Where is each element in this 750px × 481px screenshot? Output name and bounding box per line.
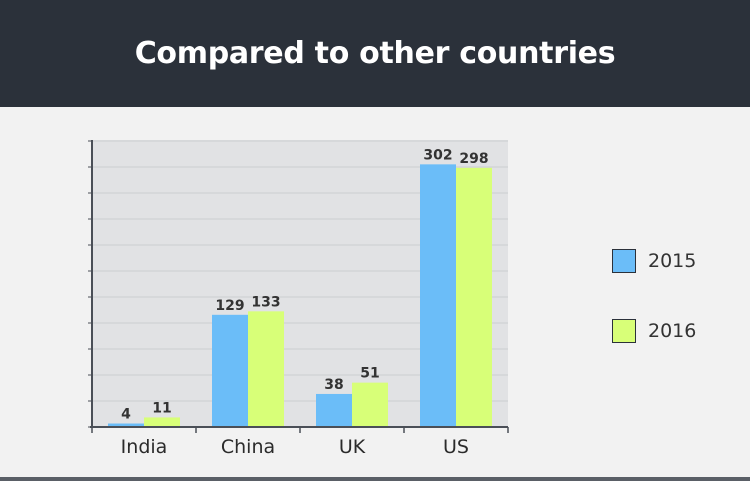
data-label-us-2015: 302 bbox=[423, 147, 452, 163]
chart-area: 4 11 129 133 38 51 302 298 India China UK US 2015 2… bbox=[0, 107, 750, 479]
bar-india-2016 bbox=[144, 417, 180, 427]
bar-us-2015 bbox=[420, 164, 456, 428]
bottom-border bbox=[0, 477, 750, 481]
bar-china-2016 bbox=[248, 311, 284, 427]
legend-swatch-2016 bbox=[612, 319, 636, 343]
bar-uk-2015 bbox=[316, 393, 352, 427]
data-label-uk-2015: 38 bbox=[324, 377, 343, 393]
data-label-india-2015: 4 bbox=[121, 407, 131, 423]
bar-uk-2016 bbox=[352, 382, 388, 427]
legend-label-2016: 2016 bbox=[648, 320, 697, 342]
x-tick-label-us: US bbox=[443, 436, 469, 458]
bar-us-2016 bbox=[456, 167, 492, 427]
data-label-china-2015: 129 bbox=[215, 298, 244, 314]
header-bar: Compared to other countries bbox=[0, 0, 750, 107]
x-tick-label-china: China bbox=[221, 436, 275, 458]
chart-title: Compared to other countries bbox=[134, 36, 616, 71]
legend-label-2015: 2015 bbox=[648, 250, 697, 272]
data-label-uk-2016: 51 bbox=[360, 366, 379, 382]
legend-item-2015: 2015 bbox=[612, 245, 696, 277]
legend: 2015 2016 bbox=[612, 245, 696, 385]
bar-chart: 4 11 129 133 38 51 302 298 India China UK US bbox=[88, 140, 509, 458]
bar-india-2015 bbox=[108, 423, 144, 427]
legend-swatch-2015 bbox=[612, 249, 636, 273]
data-label-china-2016: 133 bbox=[251, 294, 280, 310]
data-label-india-2016: 11 bbox=[152, 400, 171, 416]
legend-item-2016: 2016 bbox=[612, 315, 696, 347]
data-label-us-2016: 298 bbox=[459, 151, 488, 167]
x-tick-label-india: India bbox=[121, 436, 168, 458]
bar-china-2015 bbox=[212, 314, 248, 427]
x-tick-label-uk: UK bbox=[339, 436, 366, 458]
